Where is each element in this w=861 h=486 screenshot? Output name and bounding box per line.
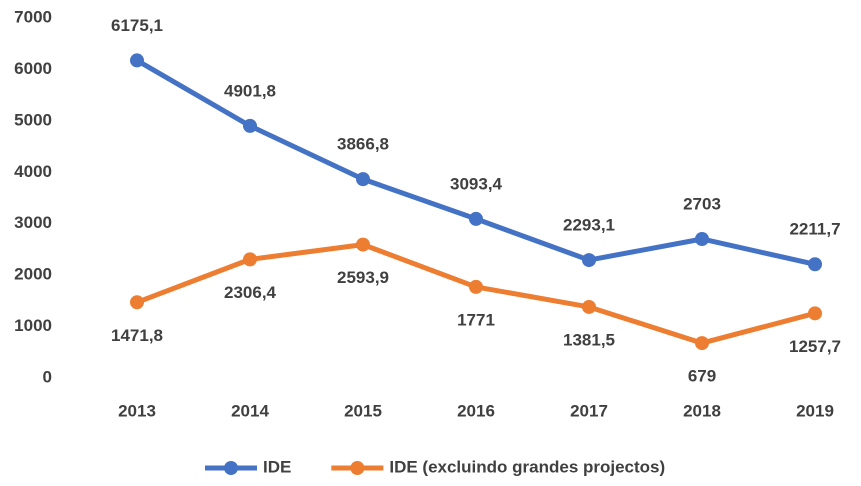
point	[469, 211, 483, 226]
y-tick-label: 4000	[14, 162, 52, 181]
point	[582, 253, 596, 268]
point	[130, 53, 144, 68]
data-label: 6175,1	[111, 16, 163, 35]
legend-label: IDE	[263, 457, 291, 476]
x-tick-label: 2013	[118, 401, 156, 420]
data-label: 3093,4	[450, 174, 503, 193]
legend-label: IDE (excluindo grandes projectos)	[389, 457, 665, 476]
data-label: 2593,9	[337, 268, 389, 287]
y-tick-label: 3000	[14, 213, 52, 232]
x-tick-label: 2019	[796, 401, 834, 420]
point	[695, 336, 709, 351]
data-label: 2211,7	[789, 220, 840, 239]
point	[356, 237, 370, 252]
y-tick-label: 1000	[14, 316, 52, 335]
point	[243, 118, 257, 133]
data-label: 1381,5	[563, 330, 615, 349]
data-label: 679	[688, 367, 716, 386]
data-label: 2703	[683, 194, 721, 213]
legend-marker	[224, 461, 238, 475]
data-label: 3866,8	[337, 135, 389, 154]
x-tick-label: 2018	[683, 401, 721, 420]
x-tick-label: 2017	[570, 401, 608, 420]
data-label: 2293,1	[563, 216, 615, 235]
x-tick-label: 2014	[231, 401, 269, 420]
y-tick-label: 2000	[14, 265, 52, 284]
point	[469, 279, 483, 294]
data-label: 1471,8	[111, 326, 163, 345]
x-tick-label: 2015	[344, 401, 382, 420]
data-label: 2306,4	[224, 283, 277, 302]
point	[695, 231, 709, 246]
x-tick-label: 2016	[457, 401, 495, 420]
data-label: 1771	[457, 310, 495, 329]
point	[808, 306, 822, 321]
y-tick-label: 7000	[14, 7, 52, 26]
point	[356, 172, 370, 187]
point	[243, 252, 257, 267]
point	[582, 299, 596, 314]
point	[130, 295, 144, 310]
point	[808, 257, 822, 272]
y-tick-label: 0	[43, 367, 52, 386]
data-label: 4901,8	[224, 81, 276, 100]
y-tick-label: 6000	[14, 59, 52, 78]
y-tick-label: 5000	[14, 110, 52, 129]
data-label: 1257,7	[789, 337, 841, 356]
legend-marker	[350, 461, 365, 475]
